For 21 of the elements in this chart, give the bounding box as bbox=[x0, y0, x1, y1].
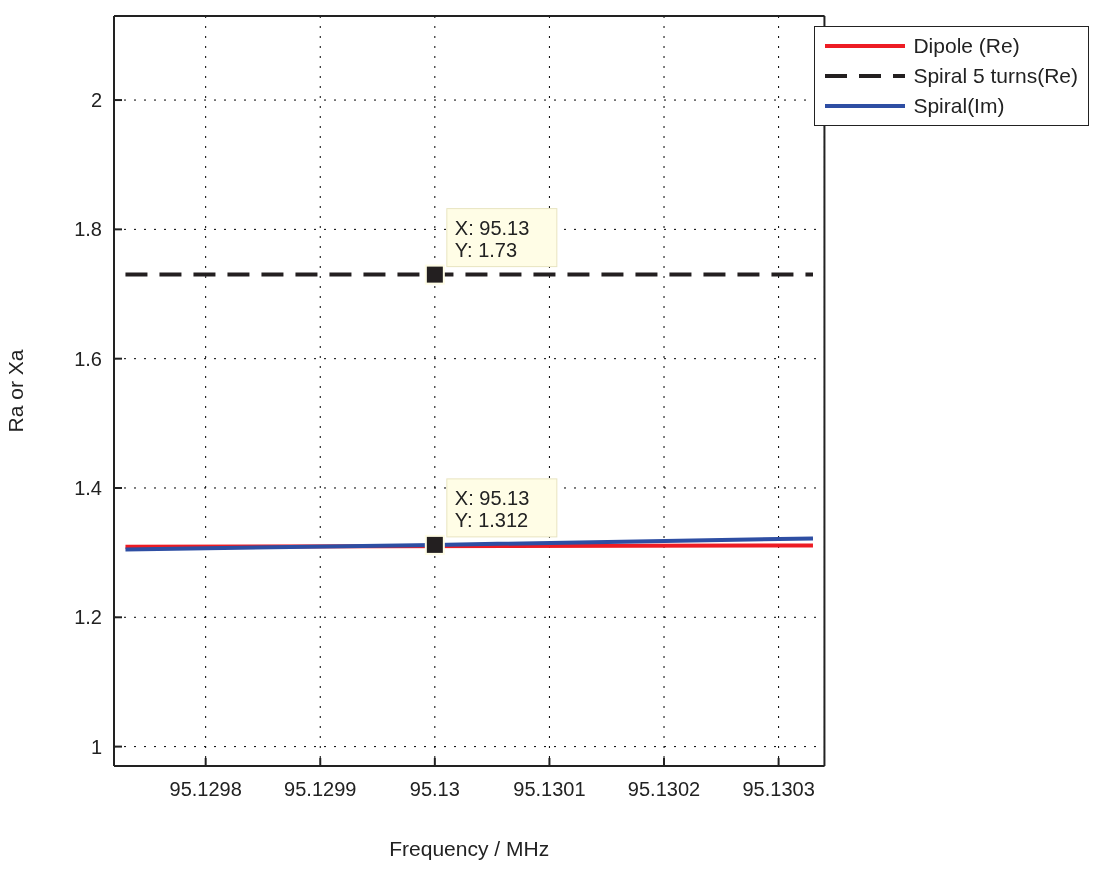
x-tick-label: 95.1298 bbox=[169, 778, 242, 801]
x-tick-label: 95.1302 bbox=[627, 778, 701, 801]
annotation: X: 95.13 Y: 1.73 bbox=[454, 216, 530, 261]
x-tick-label: 95.1301 bbox=[513, 778, 586, 801]
x-tick-label: 95.13 bbox=[409, 778, 460, 801]
x-tick-label: 95.1299 bbox=[284, 778, 357, 801]
datatip: X: 95.13 Y: 1.73 bbox=[424, 208, 558, 285]
x-axis-title: Frequency / MHz bbox=[389, 837, 550, 860]
x-tick-label: 95.1303 bbox=[742, 778, 815, 801]
y-tick-label: 2 bbox=[90, 89, 102, 112]
y-tick-label: 1 bbox=[90, 735, 102, 758]
y-tick-label: 1.8 bbox=[74, 218, 102, 241]
datatip: X: 95.13 Y: 1.312 bbox=[424, 478, 558, 555]
y-tick-label: 1.4 bbox=[74, 477, 102, 500]
annotation: X: 95.13 Y: 1.312 bbox=[454, 486, 530, 531]
legend-label: Dipole (Re) bbox=[913, 34, 1020, 58]
legend-label: Spiral(Im) bbox=[913, 94, 1005, 118]
y-axis-title: Ra or Xa bbox=[4, 349, 28, 433]
legend-label: Spiral 5 turns(Re) bbox=[913, 64, 1078, 88]
y-tick-label: 1.2 bbox=[74, 606, 102, 629]
y-tick-label: 1.6 bbox=[74, 347, 102, 370]
